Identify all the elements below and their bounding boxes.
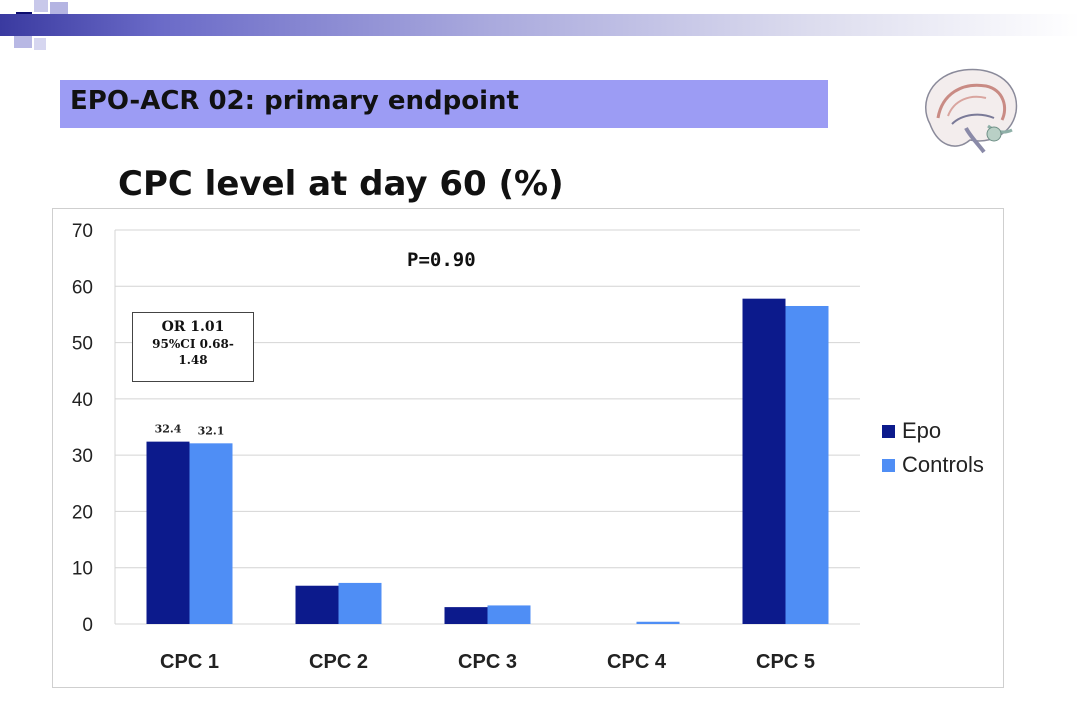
- legend-swatch-epo: [882, 425, 895, 438]
- y-tick-label: 30: [72, 446, 93, 467]
- bar-controls-5: [785, 305, 829, 624]
- confidence-interval-start: 95%CI 0.68-: [152, 337, 234, 351]
- x-tick-label: CPC 2: [309, 651, 368, 673]
- y-tick-label: 0: [82, 615, 93, 636]
- bar-epo-5: [742, 298, 786, 624]
- x-tick-label: CPC 4: [607, 651, 667, 673]
- x-tick-label: CPC 1: [160, 651, 219, 673]
- p-value-label: P=0.90: [407, 249, 476, 271]
- header-gradient-band: [0, 14, 1080, 36]
- chart-heading: CPC level at day 60 (%): [118, 164, 564, 204]
- y-tick-label: 10: [72, 559, 93, 580]
- bar-epo-2: [295, 585, 339, 624]
- slide-title: EPO-ACR 02: primary endpoint: [70, 86, 519, 116]
- x-tick-label: CPC 3: [458, 651, 517, 673]
- data-label: 32.1: [198, 424, 225, 437]
- legend-swatch-controls: [882, 459, 895, 472]
- bar-controls-1: [189, 443, 233, 624]
- odds-ratio-value: OR 1.01: [161, 319, 225, 335]
- y-tick-label: 20: [72, 502, 93, 523]
- bar-epo-1: [146, 441, 190, 624]
- y-tick-label: 60: [72, 277, 93, 298]
- y-tick-label: 70: [72, 221, 93, 242]
- bar-controls-2: [338, 582, 382, 624]
- x-tick-label: CPC 5: [756, 651, 815, 673]
- confidence-interval-end: 1.48: [178, 353, 208, 367]
- bar-controls-4: [636, 621, 680, 624]
- brain-illustration: [925, 68, 1018, 154]
- title-banner: EPO-ACR 02: primary endpoint: [60, 80, 828, 128]
- bar-epo-3: [444, 607, 488, 624]
- odds-ratio-box: OR 1.01 95%CI 0.68- 1.48: [132, 312, 254, 382]
- y-tick-label: 40: [72, 390, 93, 411]
- data-label: 32.4: [155, 423, 182, 436]
- legend-label-controls: Controls: [902, 452, 984, 477]
- legend-label-epo: Epo: [902, 418, 941, 443]
- bar-controls-3: [487, 605, 531, 624]
- y-tick-label: 50: [72, 334, 93, 355]
